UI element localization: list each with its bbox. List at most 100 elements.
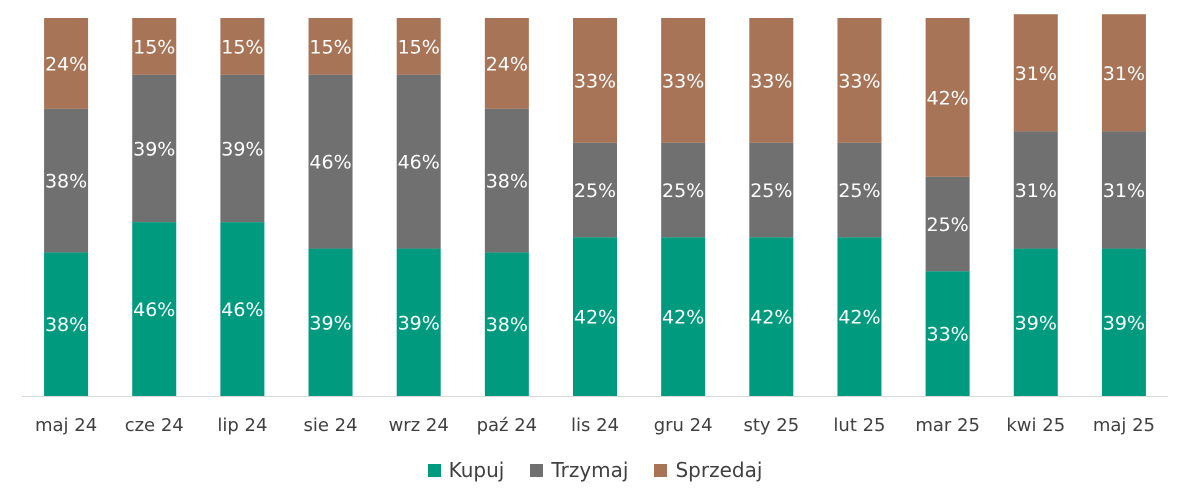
x-tick-label-9: lut 25: [833, 415, 885, 436]
bar-kupuj-5: [484, 252, 529, 396]
legend-item-trzymaj: Trzymaj: [530, 458, 628, 482]
x-tick-label-5: paź 24: [477, 415, 538, 436]
data-label-trzymaj-10: 25%: [926, 214, 968, 236]
data-label-sprzedaj-2: 15%: [221, 36, 263, 58]
legend-label-trzymaj: Trzymaj: [551, 458, 629, 482]
bar-sprzedaj-3: [308, 18, 353, 75]
bar-kupuj-2: [220, 222, 265, 396]
legend-label-sprzedaj: Sprzedaj: [675, 458, 763, 482]
bar-kupuj-0: [44, 252, 89, 396]
bar-trzymaj-3: [308, 74, 353, 249]
x-tick-label-8: sty 25: [743, 415, 799, 436]
bar-trzymaj-11: [1013, 131, 1058, 249]
data-label-sprzedaj-8: 33%: [750, 70, 792, 92]
x-tick-label-1: cze 24: [125, 415, 184, 436]
data-label-sprzedaj-10: 42%: [926, 87, 968, 109]
data-label-trzymaj-6: 25%: [574, 180, 616, 202]
bar-trzymaj-8: [749, 142, 794, 238]
data-label-trzymaj-8: 25%: [750, 180, 792, 202]
data-label-trzymaj-9: 25%: [838, 180, 880, 202]
bar-trzymaj-10: [925, 176, 970, 272]
bar-trzymaj-12: [1101, 131, 1146, 249]
data-label-kupuj-2: 46%: [221, 299, 263, 321]
data-label-sprzedaj-5: 24%: [486, 53, 528, 75]
data-label-trzymaj-0: 38%: [45, 171, 87, 193]
bar-trzymaj-7: [661, 142, 706, 238]
legend: Kupuj Trzymaj Sprzedaj: [0, 452, 1190, 488]
data-label-trzymaj-7: 25%: [662, 180, 704, 202]
data-label-kupuj-9: 42%: [838, 307, 880, 329]
data-label-trzymaj-2: 39%: [221, 138, 263, 160]
bar-trzymaj-1: [132, 74, 177, 223]
data-label-kupuj-12: 39%: [1103, 312, 1145, 334]
x-tick-label-7: gru 24: [654, 415, 713, 436]
bar-sprzedaj-9: [837, 18, 882, 143]
bar-kupuj-10: [925, 271, 970, 396]
legend-label-kupuj: Kupuj: [448, 458, 505, 482]
x-tick-label-3: sie 24: [303, 415, 357, 436]
bar-kupuj-1: [132, 222, 177, 396]
data-label-sprzedaj-3: 15%: [309, 36, 351, 58]
bar-kupuj-6: [573, 237, 617, 396]
bar-trzymaj-6: [573, 142, 617, 238]
bar-sprzedaj-5: [484, 18, 529, 109]
bar-kupuj-7: [661, 237, 706, 396]
x-tick-label-12: maj 25: [1093, 415, 1155, 436]
bar-kupuj-9: [837, 237, 882, 396]
bar-kupuj-4: [396, 248, 441, 396]
legend-item-kupuj: Kupuj: [427, 458, 505, 482]
data-label-sprzedaj-12: 31%: [1103, 63, 1145, 85]
x-tick-label-6: lis 24: [571, 415, 619, 436]
data-label-trzymaj-1: 39%: [133, 138, 175, 160]
data-label-trzymaj-11: 31%: [1015, 180, 1057, 202]
data-label-trzymaj-12: 31%: [1103, 180, 1145, 202]
x-tick-label-2: lip 24: [217, 415, 267, 436]
bar-sprzedaj-6: [573, 18, 617, 143]
data-label-trzymaj-5: 38%: [486, 171, 528, 193]
data-label-sprzedaj-7: 33%: [662, 70, 704, 92]
data-label-sprzedaj-1: 15%: [133, 36, 175, 58]
data-label-trzymaj-3: 46%: [309, 152, 351, 174]
data-label-kupuj-0: 38%: [45, 314, 87, 336]
data-label-kupuj-1: 46%: [133, 299, 175, 321]
bar-kupuj-3: [308, 248, 353, 396]
bar-sprzedaj-1: [132, 18, 177, 75]
legend-swatch-sprzedaj: [654, 463, 668, 477]
legend-item-sprzedaj: Sprzedaj: [654, 458, 762, 482]
bar-sprzedaj-4: [396, 18, 441, 75]
bar-kupuj-8: [749, 237, 794, 396]
bar-trzymaj-9: [837, 142, 882, 238]
bar-sprzedaj-8: [749, 18, 794, 143]
data-label-kupuj-7: 42%: [662, 307, 704, 329]
x-tick-label-0: maj 24: [35, 415, 97, 436]
data-label-sprzedaj-4: 15%: [398, 36, 440, 58]
bar-kupuj-11: [1013, 248, 1058, 396]
bar-kupuj-12: [1101, 248, 1146, 396]
legend-swatch-kupuj: [427, 463, 441, 477]
bar-trzymaj-4: [396, 74, 441, 249]
data-label-sprzedaj-6: 33%: [574, 70, 616, 92]
x-tick-label-10: mar 25: [915, 415, 980, 436]
bar-sprzedaj-7: [661, 18, 706, 143]
data-label-kupuj-6: 42%: [574, 307, 616, 329]
data-label-kupuj-4: 39%: [398, 312, 440, 334]
bar-sprzedaj-11: [1013, 14, 1058, 132]
data-label-sprzedaj-0: 24%: [45, 53, 87, 75]
stacked-bar-chart: 38% 38% 24% maj 24 46% 39% 15% cze 24 46% 39% 15% l…: [22, 14, 1168, 436]
data-label-sprzedaj-9: 33%: [838, 70, 880, 92]
data-label-kupuj-11: 39%: [1015, 312, 1057, 334]
bar-sprzedaj-10: [925, 18, 970, 177]
data-label-kupuj-5: 38%: [486, 314, 528, 336]
bar-trzymaj-0: [44, 108, 89, 253]
data-label-kupuj-8: 42%: [750, 307, 792, 329]
data-label-kupuj-3: 39%: [309, 312, 351, 334]
data-label-trzymaj-4: 46%: [398, 152, 440, 174]
bar-sprzedaj-2: [220, 18, 265, 75]
x-tick-label-4: wrz 24: [389, 415, 449, 436]
bar-sprzedaj-12: [1101, 14, 1146, 132]
bar-trzymaj-5: [484, 108, 529, 253]
legend-swatch-trzymaj: [530, 463, 544, 477]
bar-sprzedaj-0: [44, 18, 89, 109]
bar-trzymaj-2: [220, 74, 265, 223]
data-label-sprzedaj-11: 31%: [1015, 63, 1057, 85]
